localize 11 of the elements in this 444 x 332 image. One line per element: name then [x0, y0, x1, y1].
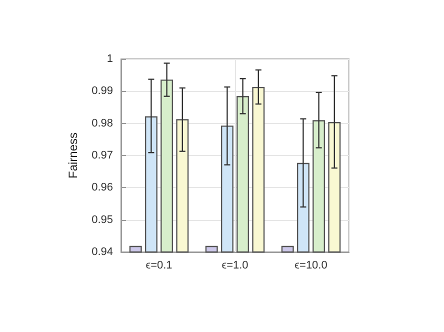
y-tick-label: 0.99	[92, 85, 113, 98]
y-tick-label: 0.95	[92, 214, 113, 226]
y-axis-title: Fairness	[66, 132, 80, 179]
y-tick-label: 0.98	[92, 117, 113, 130]
y-tick-label: 1	[106, 53, 113, 65]
x-tick-label: ϵ=1.0	[222, 260, 248, 272]
x-tick-label: ϵ=0.1	[146, 260, 172, 272]
y-tick-label: 0.94	[92, 246, 113, 258]
y-tick-label: 0.97	[92, 150, 113, 162]
y-tick-label: 0.96	[92, 182, 113, 194]
x-tick-label: ϵ=10.0	[294, 260, 328, 272]
